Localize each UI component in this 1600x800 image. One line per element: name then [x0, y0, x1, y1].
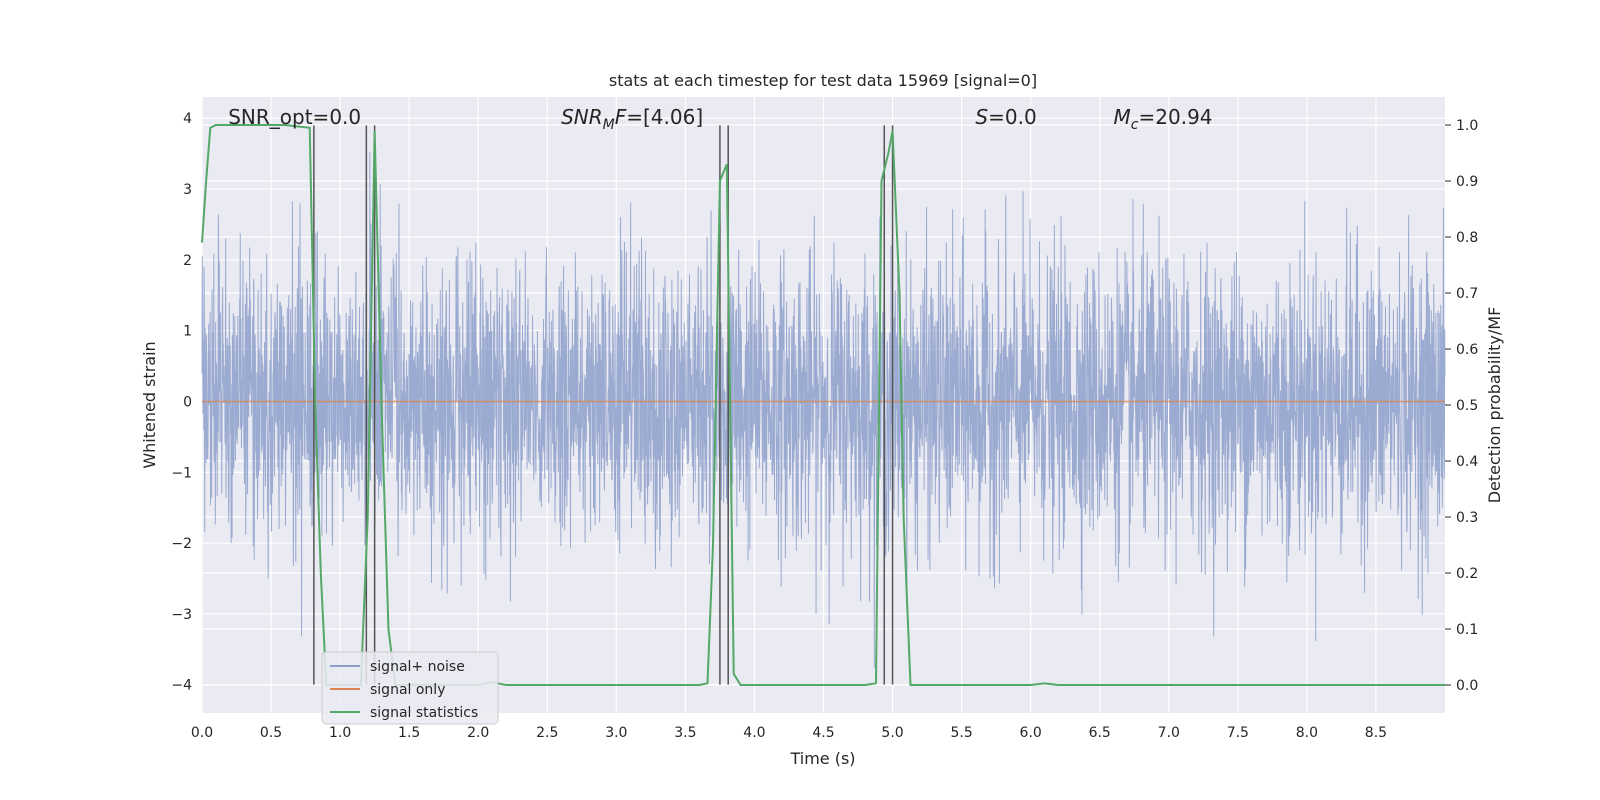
- legend: signal+ noise signal only signal statistic…: [321, 651, 499, 725]
- y-right-tick-label: 0.9: [1456, 174, 1478, 190]
- y-left-tick-labels: 4 3 2 1 0 −1 −2 −3 −4: [171, 111, 192, 693]
- y-left-tick-label: 0: [183, 394, 192, 410]
- x-tick-label: 0.5: [260, 725, 282, 741]
- y-right-tick-label: 0.5: [1456, 398, 1478, 414]
- y-left-tick-label: −4: [171, 678, 192, 694]
- x-axis-label: Time (s): [789, 749, 855, 768]
- annotation-1: SNRMF=[4.06]: [561, 105, 703, 133]
- vertical-markers: [313, 125, 894, 685]
- x-tick-label: 4.0: [743, 725, 765, 741]
- x-tick-label: 4.5: [812, 725, 834, 741]
- noise-line: [201, 151, 1446, 668]
- y-right-tick-label: 0.2: [1456, 566, 1478, 582]
- x-tick-label: 5.0: [881, 725, 903, 741]
- y-left-tick-label: 4: [183, 111, 192, 127]
- annotation-0: SNR_opt=0.0: [228, 105, 361, 129]
- legend-box: [321, 651, 499, 725]
- chart-title: stats at each timestep for test data 159…: [609, 71, 1037, 90]
- annotations: SNR_opt=0.0 SNRMF=[4.06] S=0.0 Mc=20.94: [228, 105, 1212, 133]
- x-tick-label: 6.5: [1089, 725, 1111, 741]
- y-right-tick-label: 0.6: [1456, 342, 1478, 358]
- y-right-tick-label: 0.3: [1456, 510, 1478, 526]
- x-tick-label: 3.5: [674, 725, 696, 741]
- legend-label-2: signal statistics: [370, 705, 478, 721]
- x-tick-label: 7.0: [1158, 725, 1180, 741]
- y-right-tick-label: 0.8: [1456, 230, 1478, 246]
- x-tick-label: 1.5: [398, 725, 420, 741]
- x-tick-label: 3.0: [605, 725, 627, 741]
- annotation-2: S=0.0: [975, 105, 1036, 129]
- y-right-tick-label: 0.1: [1456, 622, 1478, 638]
- x-tick-label: 2.5: [536, 725, 558, 741]
- x-tick-label: 0.0: [191, 725, 213, 741]
- legend-label-0: signal+ noise: [370, 659, 465, 675]
- y-right-axis-label: Detection probability/MF: [1485, 307, 1504, 504]
- x-tick-label: 7.5: [1227, 725, 1249, 741]
- annotation-3: Mc=20.94: [1114, 105, 1213, 133]
- y-left-tick-label: 1: [183, 324, 192, 340]
- x-tick-label: 2.0: [467, 725, 489, 741]
- y-left-tick-label: −3: [171, 607, 192, 623]
- y-left-tick-label: 3: [183, 182, 192, 198]
- y-right-tick-label: 1.0: [1456, 118, 1478, 134]
- y-left-axis-label: Whitened strain: [140, 341, 159, 468]
- y-left-tick-label: −1: [171, 465, 192, 481]
- x-tick-labels: 0.0 0.5 1.0 1.5 2.0 2.5 3.0 3.5 4.0 4.5 5.0 5.5 6.0 6…: [191, 725, 1387, 741]
- y-right-tick-labels: 1.0 0.9 0.8 0.7 0.6 0.5 0.4 0.3 0.2 0.1 0.0: [1445, 118, 1478, 694]
- x-tick-label: 5.5: [950, 725, 972, 741]
- x-tick-label: 6.0: [1020, 725, 1042, 741]
- x-tick-label: 1.0: [329, 725, 351, 741]
- y-left-tick-label: 2: [183, 253, 192, 269]
- y-right-tick-label: 0.4: [1456, 454, 1478, 470]
- series-signal-plus-noise: [201, 151, 1446, 668]
- x-tick-label: 8.0: [1296, 725, 1318, 741]
- y-left-tick-label: −2: [171, 536, 192, 552]
- y-right-tick-label: 0.7: [1456, 286, 1478, 302]
- x-tick-label: 8.5: [1365, 725, 1387, 741]
- legend-label-1: signal only: [370, 682, 445, 698]
- y-right-tick-label: 0.0: [1456, 678, 1478, 694]
